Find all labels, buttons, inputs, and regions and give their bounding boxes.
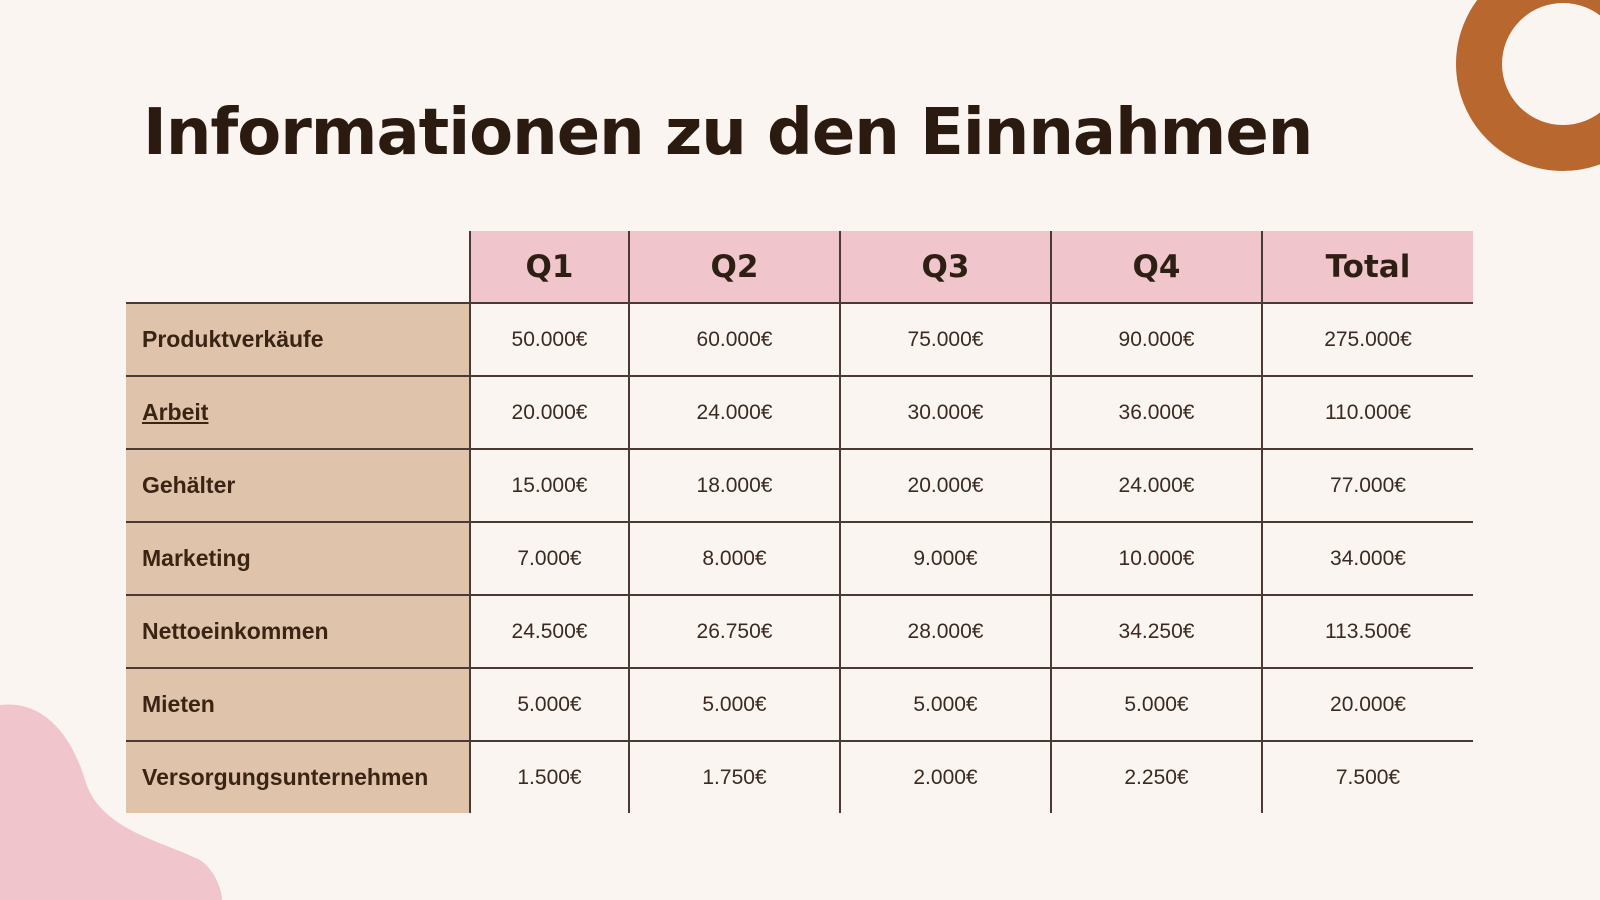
table-cell: 1.500€ [469,741,629,813]
row-label: Marketing [126,522,470,596]
table-cell: 20.000€ [839,449,1051,523]
table-cell: 110.000€ [1261,376,1473,450]
table-cell: 2.250€ [1050,741,1262,813]
row-label: Gehälter [126,449,470,523]
row-label[interactable]: Arbeit [126,376,470,450]
column-header-q1: Q1 [469,231,630,304]
table-cell: 24.500€ [469,595,629,669]
table-cell: 60.000€ [628,303,840,377]
table-cell: 5.000€ [839,668,1051,742]
row-label: Mieten [126,668,470,742]
table-cell: 9.000€ [839,522,1051,596]
table-cell: 36.000€ [1050,376,1262,450]
table-cell: 50.000€ [469,303,629,377]
header-empty-cell [126,231,470,304]
column-header-q3: Q3 [839,231,1052,304]
table-cell: 7.000€ [469,522,629,596]
table-row: Marketing 7.000€ 8.000€ 9.000€ 10.000€ 34.000… [126,522,1473,596]
decorative-blob [0,704,222,900]
table-cell: 5.000€ [469,668,629,742]
revenue-table: Q1 Q2 Q3 Q4 Total Produktverkäufe 50.000€ 60.0… [126,231,1473,813]
table-row: Nettoeinkommen 24.500€ 26.750€ 28.000€ 34.25… [126,595,1473,669]
table-cell: 113.500€ [1261,595,1473,669]
table-row: Produktverkäufe 50.000€ 60.000€ 75.000€ 90.0… [126,303,1473,377]
table-cell: 77.000€ [1261,449,1473,523]
table-row: Versorgungsunternehmen 1.500€ 1.750€ 2.000€… [126,741,1473,813]
row-label: Produktverkäufe [126,303,470,377]
table-cell: 20.000€ [1261,668,1473,742]
table-cell: 26.750€ [628,595,840,669]
table-cell: 10.000€ [1050,522,1262,596]
column-header-total: Total [1261,231,1473,304]
table-cell: 90.000€ [1050,303,1262,377]
table-row: Gehälter 15.000€ 18.000€ 20.000€ 24.000€ 77.0… [126,449,1473,523]
table-cell: 275.000€ [1261,303,1473,377]
table-cell: 1.750€ [628,741,840,813]
table-cell: 20.000€ [469,376,629,450]
table-cell: 5.000€ [628,668,840,742]
table-cell: 34.000€ [1261,522,1473,596]
table-cell: 24.000€ [1050,449,1262,523]
decorative-ring [1456,0,1600,171]
table-cell: 75.000€ [839,303,1051,377]
table-cell: 2.000€ [839,741,1051,813]
table-cell: 7.500€ [1261,741,1473,813]
table-cell: 5.000€ [1050,668,1262,742]
page-title: Informationen zu den Einnahmen [143,96,1313,170]
table-cell: 28.000€ [839,595,1051,669]
table-cell: 30.000€ [839,376,1051,450]
table-cell: 18.000€ [628,449,840,523]
table-cell: 8.000€ [628,522,840,596]
column-header-q2: Q2 [628,231,841,304]
table-cell: 34.250€ [1050,595,1262,669]
table-cell: 15.000€ [469,449,629,523]
column-header-q4: Q4 [1050,231,1263,304]
table-cell: 24.000€ [628,376,840,450]
row-label: Nettoeinkommen [126,595,470,669]
row-label: Versorgungsunternehmen [126,741,470,813]
table-row: Mieten 5.000€ 5.000€ 5.000€ 5.000€ 20.000€ [126,668,1473,742]
table-header-row: Q1 Q2 Q3 Q4 Total [126,231,1473,304]
table-row: Arbeit 20.000€ 24.000€ 30.000€ 36.000€ 110.00… [126,376,1473,450]
